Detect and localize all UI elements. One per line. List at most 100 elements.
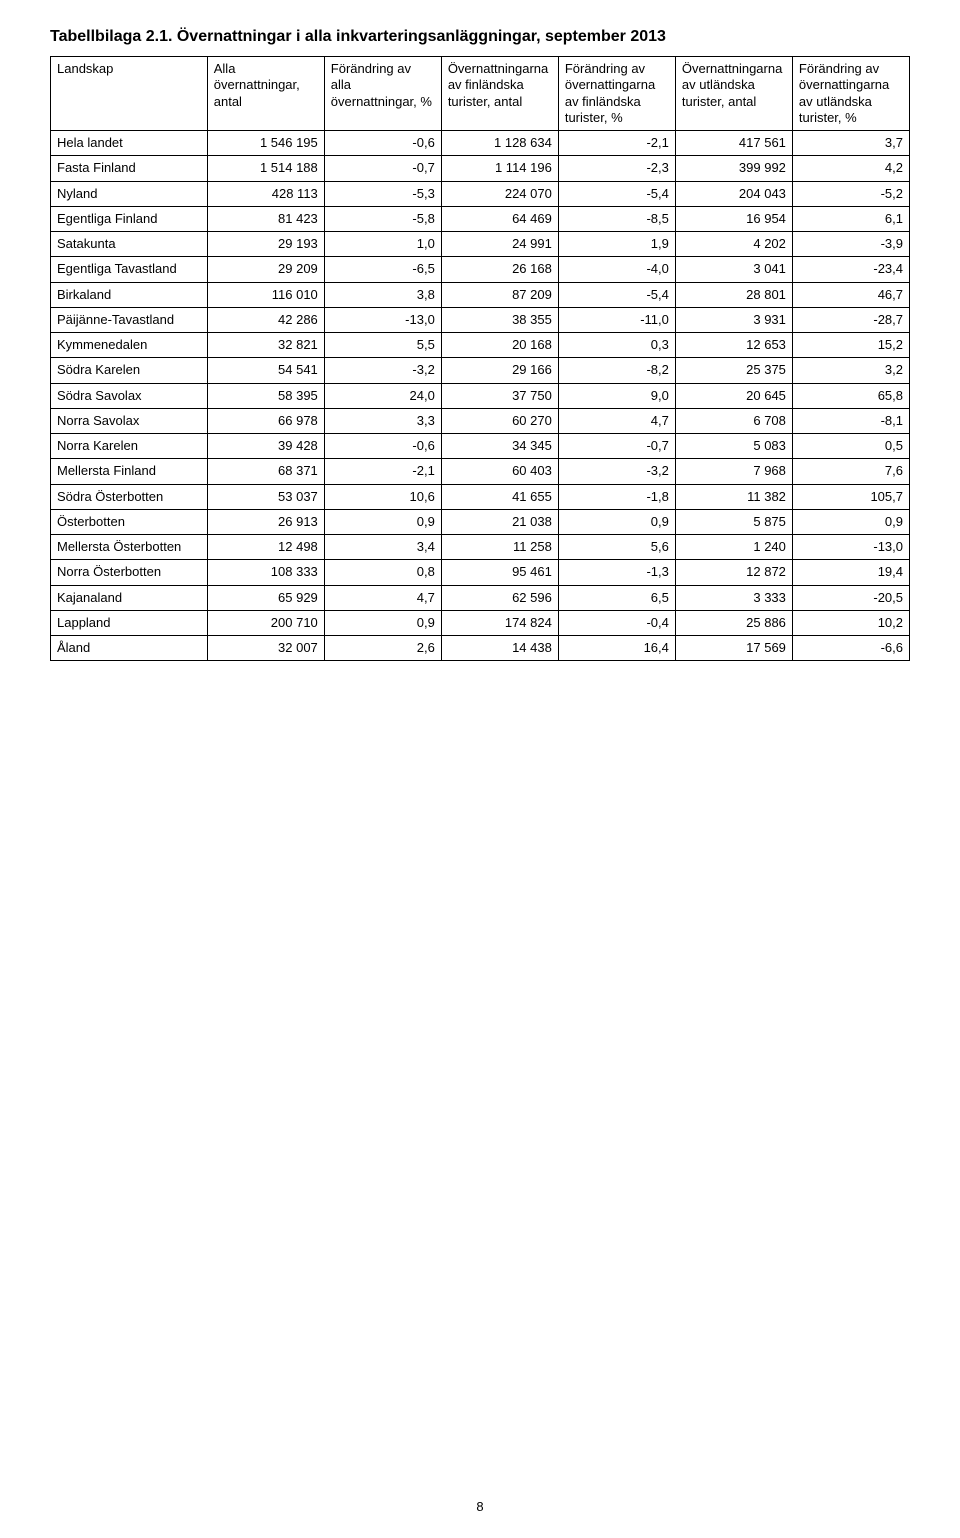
row-value: 42 286 [207,307,324,332]
col-header: Alla övernattningar, antal [207,57,324,131]
table-row: Norra Karelen39 428-0,634 345-0,75 0830,… [51,434,910,459]
col-header-region: Landskap [51,57,208,131]
row-value: 32 821 [207,333,324,358]
row-label: Egentliga Finland [51,206,208,231]
row-value: 12 498 [207,535,324,560]
row-value: -2,3 [558,156,675,181]
row-label: Södra Karelen [51,358,208,383]
col-header: Förändring av övernattingarna av utländs… [792,57,909,131]
col-header: Övernattningarna av finländska turister,… [441,57,558,131]
row-value: 108 333 [207,560,324,585]
row-value: 66 978 [207,408,324,433]
row-value: 4,7 [324,585,441,610]
row-value: -0,7 [558,434,675,459]
row-value: 87 209 [441,282,558,307]
row-value: 26 913 [207,509,324,534]
table-row: Fasta Finland1 514 188-0,71 114 196-2,33… [51,156,910,181]
row-value: -5,3 [324,181,441,206]
row-value: 1 240 [675,535,792,560]
title-prefix: Tabellbilaga 2.1. [50,28,177,45]
table-row: Kajanaland65 9294,762 5966,53 333-20,5 [51,585,910,610]
row-value: 1,0 [324,232,441,257]
row-value: 4 202 [675,232,792,257]
row-value: 16 954 [675,206,792,231]
row-value: 200 710 [207,610,324,635]
row-value: 34 345 [441,434,558,459]
row-value: -2,1 [324,459,441,484]
table-body: Hela landet1 546 195-0,61 128 634-2,1417… [51,131,910,661]
row-value: 3 041 [675,257,792,282]
row-value: 116 010 [207,282,324,307]
row-value: -8,1 [792,408,909,433]
row-value: 0,9 [792,509,909,534]
data-table: LandskapAlla övernattningar, antal Föränd… [50,56,910,661]
row-value: -1,8 [558,484,675,509]
table-row: Hela landet1 546 195-0,61 128 634-2,1417… [51,131,910,156]
row-value: 105,7 [792,484,909,509]
row-value: 25 886 [675,610,792,635]
row-label: Lappland [51,610,208,635]
row-value: 6,5 [558,585,675,610]
table-row: Södra Savolax58 39524,037 7509,020 64565… [51,383,910,408]
row-value: 7 968 [675,459,792,484]
row-value: 60 270 [441,408,558,433]
row-label: Mellersta Finland [51,459,208,484]
row-value: -6,6 [792,636,909,661]
row-value: 62 596 [441,585,558,610]
row-label: Österbotten [51,509,208,534]
row-value: -0,7 [324,156,441,181]
table-row: Satakunta29 1931,024 9911,94 202-3,9 [51,232,910,257]
row-value: 60 403 [441,459,558,484]
row-value: -3,9 [792,232,909,257]
row-value: 28 801 [675,282,792,307]
row-value: -23,4 [792,257,909,282]
row-value: -3,2 [324,358,441,383]
row-value: 11 258 [441,535,558,560]
row-value: 0,3 [558,333,675,358]
title-main: Övernattningar i alla inkvarteringsanläg… [177,28,666,45]
row-value: 1 546 195 [207,131,324,156]
row-value: 26 168 [441,257,558,282]
row-value: 3 931 [675,307,792,332]
row-value: 20 645 [675,383,792,408]
row-value: 16,4 [558,636,675,661]
row-value: -5,4 [558,181,675,206]
table-row: Lappland200 7100,9174 824-0,425 88610,2 [51,610,910,635]
table-row: Egentliga Tavastland29 209-6,526 168-4,0… [51,257,910,282]
table-row: Kymmenedalen32 8215,520 1680,312 65315,2 [51,333,910,358]
row-value: -0,4 [558,610,675,635]
row-value: 224 070 [441,181,558,206]
row-value: 32 007 [207,636,324,661]
row-value: 3,3 [324,408,441,433]
row-value: 68 371 [207,459,324,484]
table-row: Södra Karelen54 541-3,229 166-8,225 3753… [51,358,910,383]
row-value: 24,0 [324,383,441,408]
row-value: 417 561 [675,131,792,156]
row-value: 39 428 [207,434,324,459]
row-value: -6,5 [324,257,441,282]
row-value: 19,4 [792,560,909,585]
row-value: 10,2 [792,610,909,635]
row-value: 5 875 [675,509,792,534]
row-label: Päijänne-Tavastland [51,307,208,332]
row-value: -2,1 [558,131,675,156]
row-value: 12 872 [675,560,792,585]
table-row: Egentliga Finland81 423-5,864 469-8,516 … [51,206,910,231]
row-value: -8,2 [558,358,675,383]
row-value: -28,7 [792,307,909,332]
row-value: 1,9 [558,232,675,257]
row-value: -5,4 [558,282,675,307]
row-label: Hela landet [51,131,208,156]
row-value: 65,8 [792,383,909,408]
row-value: 25 375 [675,358,792,383]
row-label: Nyland [51,181,208,206]
row-value: -0,6 [324,131,441,156]
row-value: 29 193 [207,232,324,257]
row-value: 24 991 [441,232,558,257]
row-label: Södra Savolax [51,383,208,408]
row-label: Åland [51,636,208,661]
row-value: 0,9 [324,610,441,635]
row-value: 0,9 [324,509,441,534]
row-value: 65 929 [207,585,324,610]
row-value: 204 043 [675,181,792,206]
